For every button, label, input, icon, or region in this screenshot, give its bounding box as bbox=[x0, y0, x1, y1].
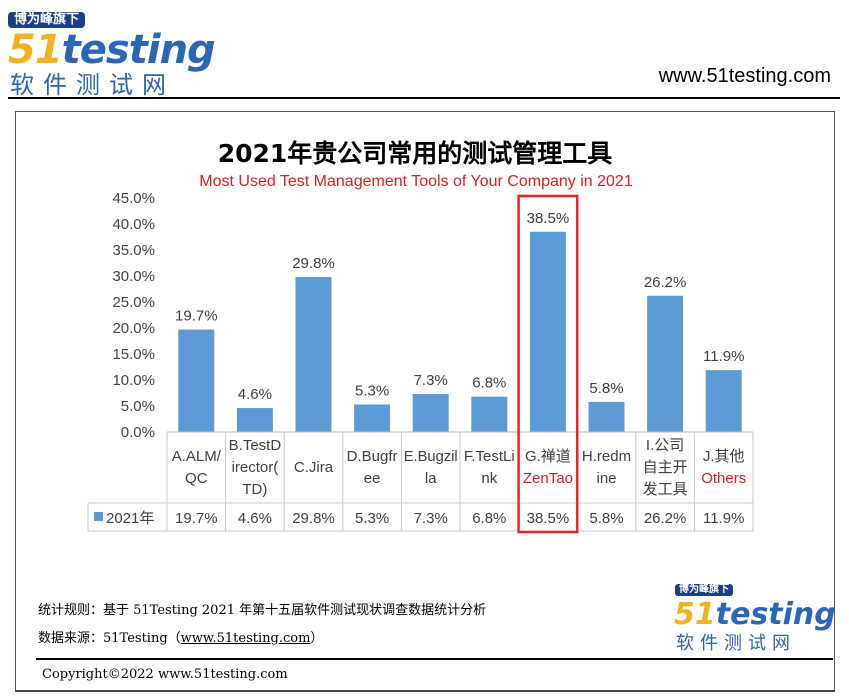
legend-swatch bbox=[94, 512, 103, 521]
table-value: 5.3% bbox=[355, 510, 389, 527]
data-source: 数据来源：51Testing（www.51testing.com） bbox=[38, 631, 323, 647]
data-label: 5.3% bbox=[355, 382, 389, 399]
y-tick-label: 5.0% bbox=[121, 398, 155, 415]
footer-divider bbox=[36, 658, 833, 660]
bar bbox=[529, 231, 566, 432]
category-label: I.公司 bbox=[646, 437, 684, 454]
header-divider bbox=[8, 97, 840, 99]
table-value: 6.8% bbox=[472, 510, 506, 527]
bar bbox=[295, 277, 332, 432]
data-label: 29.8% bbox=[292, 255, 335, 272]
table-value: 4.6% bbox=[238, 510, 272, 527]
category-label: nk bbox=[481, 470, 497, 487]
table-value: 7.3% bbox=[414, 510, 448, 527]
category-label: la bbox=[425, 470, 437, 487]
logo-word: testing bbox=[61, 27, 216, 73]
data-label: 11.9% bbox=[703, 348, 744, 365]
footer-logo-badge: 博为峰旗下 bbox=[675, 584, 733, 596]
category-label: 发工具 bbox=[643, 481, 688, 498]
category-label: E.Bugzil bbox=[404, 448, 458, 465]
data-label: 5.8% bbox=[589, 380, 623, 397]
category-label: ee bbox=[364, 470, 381, 487]
category-label: A.ALM/ bbox=[172, 448, 222, 465]
category-label: F.TestLi bbox=[464, 448, 515, 465]
y-tick-label: 15.0% bbox=[112, 346, 155, 363]
category-label: TD) bbox=[242, 481, 267, 498]
chart-subtitle: Most Used Test Management Tools of Your … bbox=[199, 173, 633, 190]
category-label: Others bbox=[701, 470, 746, 487]
logo-number: 51 bbox=[8, 27, 63, 73]
bar bbox=[412, 394, 449, 432]
data-label: 38.5% bbox=[527, 210, 570, 227]
table-value: 11.9% bbox=[703, 510, 744, 527]
source-link[interactable]: www.51testing.com bbox=[180, 631, 311, 646]
source-suffix: ） bbox=[310, 631, 324, 646]
category-label: irector( bbox=[232, 459, 279, 476]
category-label: B.TestD bbox=[229, 437, 282, 454]
copyright: Copyright©2022 www.51testing.com bbox=[42, 667, 288, 682]
logo-subtitle: 软件测试网 bbox=[10, 71, 175, 99]
category-label: H.redm bbox=[582, 448, 631, 465]
bar bbox=[178, 329, 215, 432]
bar bbox=[705, 370, 742, 432]
category-label: 自主开 bbox=[643, 459, 688, 476]
data-label: 19.7% bbox=[175, 308, 218, 325]
source-prefix: 数据来源：51Testing（ bbox=[38, 631, 181, 646]
data-label: 26.2% bbox=[644, 274, 687, 291]
y-tick-label: 10.0% bbox=[112, 372, 155, 389]
y-tick-label: 30.0% bbox=[112, 268, 155, 285]
category-label: ine bbox=[596, 470, 616, 487]
category-label: C.Jira bbox=[294, 459, 334, 476]
bar bbox=[471, 396, 508, 432]
table-value: 26.2% bbox=[644, 510, 687, 527]
footer-logo: 51testing bbox=[674, 599, 836, 631]
category-label: QC bbox=[185, 470, 208, 487]
data-label: 6.8% bbox=[472, 375, 506, 392]
table-value: 38.5% bbox=[527, 510, 570, 527]
y-tick-label: 20.0% bbox=[112, 320, 155, 337]
logo-badge: 博为峰旗下 bbox=[8, 12, 86, 28]
table-value: 5.8% bbox=[589, 510, 623, 527]
category-label: G.禅道 bbox=[525, 448, 571, 465]
y-tick-label: 45.0% bbox=[112, 190, 155, 207]
y-tick-label: 35.0% bbox=[112, 242, 155, 259]
highlight-box bbox=[517, 194, 579, 534]
chart-title: 2021年贵公司常用的测试管理工具 bbox=[218, 139, 613, 168]
footer-logo-word: testing bbox=[715, 597, 836, 632]
logo: 51testing bbox=[8, 27, 216, 73]
data-label: 4.6% bbox=[238, 386, 272, 403]
category-label: D.Bugfr bbox=[347, 448, 398, 465]
y-tick-label: 25.0% bbox=[112, 294, 155, 311]
table-value: 29.8% bbox=[292, 510, 335, 527]
data-label: 7.3% bbox=[414, 372, 448, 389]
y-tick-label: 0.0% bbox=[121, 424, 155, 441]
bar bbox=[588, 401, 625, 432]
table-value: 19.7% bbox=[175, 510, 218, 527]
bar bbox=[354, 404, 391, 432]
site-url: www.51testing.com bbox=[658, 65, 831, 87]
bar bbox=[236, 408, 273, 432]
category-label: J.其他 bbox=[703, 448, 745, 465]
category-label: ZenTao bbox=[523, 470, 573, 487]
footer-logo-number: 51 bbox=[674, 597, 716, 632]
chart-frame bbox=[15, 111, 835, 692]
bar bbox=[647, 295, 684, 432]
y-tick-label: 40.0% bbox=[112, 216, 155, 233]
legend-label: 2021年 bbox=[106, 510, 154, 527]
footer-logo-subtitle: 软件测试网 bbox=[676, 633, 796, 654]
stat-rule: 统计规则：基于 51Testing 2021 年第十五届软件测试现状调查数据统计… bbox=[38, 603, 487, 618]
